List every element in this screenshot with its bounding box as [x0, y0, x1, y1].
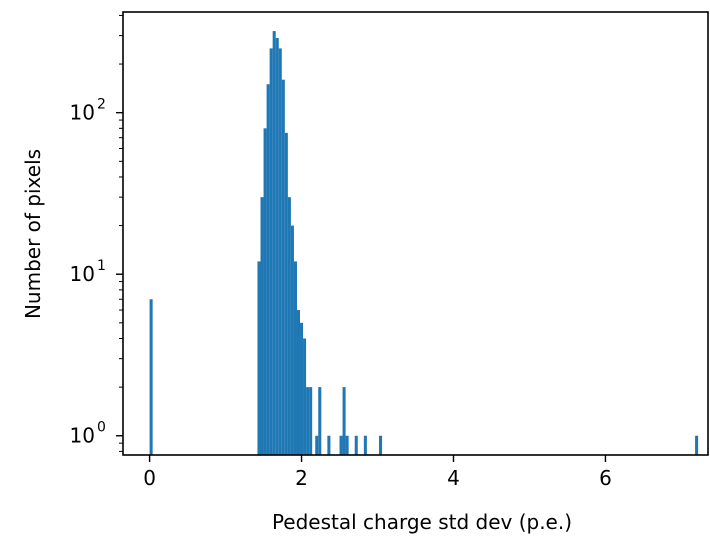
histogram-bar: [266, 84, 270, 455]
histogram-bar: [263, 128, 267, 455]
histogram-bar: [290, 225, 294, 455]
histogram-bar: [275, 37, 279, 455]
x-axis-ticks: 0 2 4 6: [143, 455, 612, 490]
histogram-bar: [306, 387, 310, 455]
x-tick-label: 6: [599, 466, 612, 490]
y-tick-label: 10: [70, 424, 95, 448]
histogram-bar: [257, 261, 261, 455]
histogram-bar: [695, 435, 699, 455]
histogram-bar: [327, 435, 331, 455]
histogram-bar: [260, 197, 264, 455]
histogram-bar: [309, 387, 313, 455]
histogram-bar: [363, 435, 367, 455]
histogram-bar: [303, 338, 307, 455]
histogram-bar: [342, 387, 346, 455]
y-axis-label: Number of pixels: [21, 149, 45, 319]
histogram-bar: [287, 197, 291, 455]
histogram-bar: [281, 79, 285, 455]
histogram-bar: [278, 48, 282, 456]
x-tick-label: 4: [447, 466, 460, 490]
histogram-bar: [272, 31, 276, 456]
histogram-bar: [315, 435, 319, 455]
histogram-bar: [339, 435, 343, 455]
histogram-bar: [379, 435, 383, 455]
histogram-bar: [269, 48, 273, 456]
histogram-bar: [300, 322, 304, 455]
histogram-bar: [293, 261, 297, 455]
histogram-bar: [354, 435, 358, 455]
y-tick-label-exponent: 0: [97, 420, 106, 436]
histogram-bar: [149, 299, 153, 455]
y-tick-label: 10: [70, 262, 95, 286]
x-axis-label: Pedestal charge std dev (p.e.): [272, 510, 572, 534]
histogram-bar: [296, 310, 301, 455]
y-tick-label: 10: [70, 101, 95, 125]
y-tick-label-exponent: 2: [97, 97, 106, 113]
histogram-bar: [284, 132, 288, 456]
x-tick-label: 2: [295, 466, 308, 490]
plot-frame: [122, 11, 709, 456]
histogram-bar: [318, 387, 322, 455]
y-tick-label-exponent: 1: [97, 258, 106, 274]
histogram-bars: [149, 31, 699, 456]
histogram-bar: [345, 435, 349, 455]
x-tick-label: 0: [143, 466, 156, 490]
